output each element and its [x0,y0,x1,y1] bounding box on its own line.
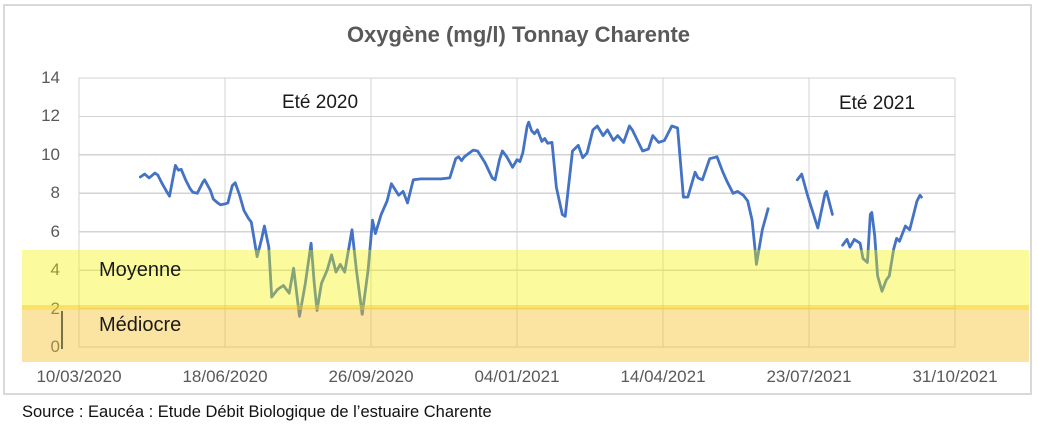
x-tick-label-5: 23/07/2021 [766,367,852,386]
x-tick-label-0: 10/03/2020 [36,367,122,386]
band-label-mediocre: Médiocre [99,314,182,336]
series-line-segment-1 [795,172,834,230]
cursor-artifact [61,311,63,349]
x-tick-label-2: 26/09/2020 [328,367,414,386]
y-tick-label-4: 4 [50,260,60,280]
annotation-summer-2020: Eté 2020 [281,92,359,113]
quality-band-moyenne [22,249,1029,310]
y-tick-label-12: 12 [41,106,60,126]
chart-title: Oxygène (mg/l) Tonnay Charente [346,22,691,47]
y-tick-label-8: 8 [50,183,60,203]
y-tick-label-0: 0 [50,337,60,356]
series-line-segment-0 [138,120,770,318]
source-note: Source : Eaucéa : Etude Débit Biologique… [22,403,492,421]
quality-band-mediocre [22,304,1029,363]
x-tick-label-6: 31/10/2021 [912,367,998,386]
x-tick-label-4: 14/04/2021 [620,367,706,386]
x-tick-label-1: 18/06/2020 [182,367,268,386]
y-tick-label-6: 6 [50,221,60,241]
x-tick-label-3: 04/01/2021 [474,367,560,386]
y-tick-label-10: 10 [41,144,60,164]
y-tick-label-2: 2 [50,298,60,318]
band-label-moyenne: Moyenne [99,259,182,281]
series-line-segment-2 [841,193,923,293]
y-tick-label-14: 14 [41,68,60,87]
annotation-summer-2021: Eté 2021 [838,93,916,114]
